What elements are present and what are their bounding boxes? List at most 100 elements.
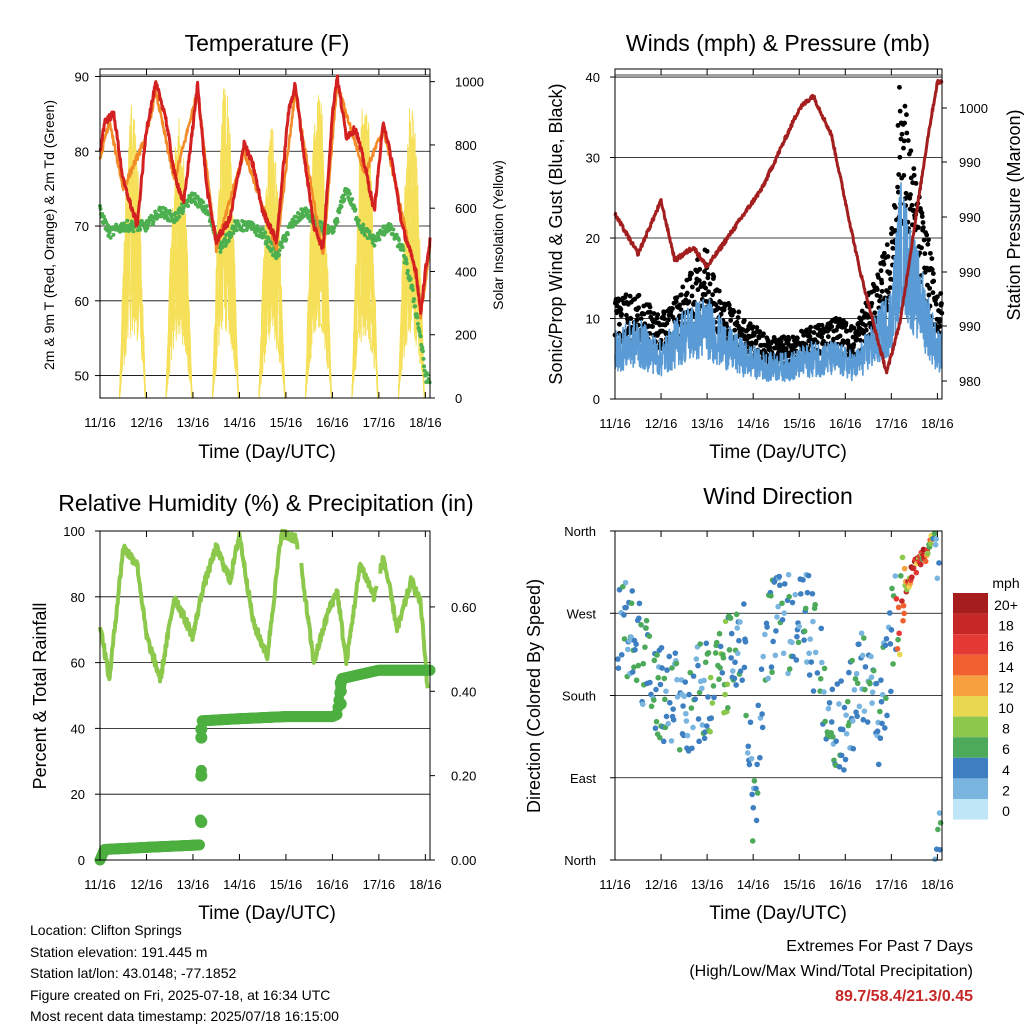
direction-dot — [737, 619, 743, 625]
gust-dot — [702, 269, 707, 274]
y-tick-label: 70 — [75, 219, 89, 234]
direction-dot — [725, 705, 731, 711]
gust-dot — [636, 305, 641, 311]
dewpoint-dot — [420, 349, 425, 354]
x-tick-label: 13/16 — [177, 415, 210, 430]
direction-dot — [934, 575, 941, 582]
direction-dot — [841, 767, 847, 773]
direction-dot — [651, 657, 658, 664]
direction-dot — [779, 600, 785, 607]
y2-tick-label: 990 — [959, 155, 981, 170]
y2-tick-label: 600 — [455, 201, 477, 216]
dewpoint-dot — [353, 207, 358, 212]
direction-dot — [862, 686, 868, 693]
gust-dot — [695, 287, 701, 293]
direction-dot — [640, 660, 647, 667]
direction-dot — [812, 601, 818, 608]
legend-swatch — [953, 757, 988, 779]
direction-dot — [805, 572, 812, 579]
direction-dot — [741, 601, 747, 607]
direction-dot — [709, 700, 716, 706]
gust-dot — [916, 225, 922, 230]
y2-tick-label: 400 — [455, 264, 477, 279]
y2-tick-label: 990 — [959, 210, 981, 225]
gust-dot — [854, 336, 860, 342]
direction-dot — [732, 659, 738, 666]
gust-dot — [877, 298, 882, 304]
direction-dot — [839, 726, 846, 733]
y2-tick-label: 990 — [959, 265, 981, 280]
direction-dot — [728, 630, 735, 637]
dewpoint-dot — [279, 240, 284, 245]
station-info: Location: Clifton Springs Station elevat… — [30, 920, 339, 1028]
dewpoint-dot — [420, 345, 425, 350]
gust-dot — [919, 245, 924, 251]
gust-dot — [905, 138, 911, 143]
direction-dot — [896, 651, 903, 658]
gust-dot — [615, 296, 621, 302]
direction-dot — [892, 573, 899, 579]
direction-dot — [684, 732, 691, 739]
y2-tick-label: 1000 — [959, 101, 988, 116]
direction-dot — [867, 680, 873, 687]
legend-swatch — [953, 696, 988, 717]
dewpoint-dot — [382, 232, 387, 237]
x-tick-label: 15/16 — [783, 416, 816, 431]
y-tick-label: 10 — [586, 312, 600, 327]
dewpoint-dot — [421, 356, 426, 361]
gust-dot — [851, 325, 857, 331]
gust-dot — [897, 84, 902, 90]
gust-dot — [851, 342, 857, 347]
temperature-panel: Temperature (F) 50 60 70 80 90 0 200 400 600 800 1… — [41, 30, 506, 463]
direction-dot — [860, 716, 867, 723]
direction-dot — [659, 665, 665, 671]
direction-dot — [665, 720, 671, 727]
direction-dot — [875, 761, 882, 768]
gust-dot — [899, 131, 905, 137]
direction-dot — [878, 698, 885, 705]
dewpoint-dot — [269, 249, 274, 254]
y-tick-label: 80 — [75, 144, 89, 159]
extremes-heading: Extremes For Past 7 Days — [786, 938, 973, 955]
direction-dot — [913, 569, 920, 576]
dewpoint-dot — [337, 210, 342, 215]
dewpoint-dot — [381, 224, 386, 229]
gust-dot — [761, 331, 766, 337]
direction-dot — [933, 536, 939, 542]
gust-dot — [678, 292, 684, 298]
gust-dot — [650, 324, 655, 329]
y-tick-label: 20 — [586, 231, 600, 246]
direction-dot — [794, 633, 800, 640]
direction-dot — [925, 550, 931, 557]
direction-dot — [789, 639, 795, 646]
direction-dot — [697, 641, 704, 647]
gust-dot — [808, 324, 814, 330]
gust-dot — [655, 312, 661, 318]
direction-dot — [633, 677, 640, 684]
gust-dot — [734, 319, 740, 325]
direction-dot — [829, 686, 836, 693]
gust-dot — [726, 302, 732, 308]
direction-dot — [856, 703, 863, 710]
gust-dot — [718, 300, 724, 306]
direction-dot — [838, 752, 845, 759]
gust-dot — [937, 323, 943, 329]
direction-dot — [854, 713, 860, 720]
dewpoint-dot — [335, 219, 340, 224]
dewpoint-dot — [410, 287, 415, 292]
direction-dot — [680, 703, 686, 709]
gust-dot — [721, 307, 727, 313]
direction-dot — [772, 652, 779, 659]
dewpoint-dot — [305, 212, 310, 217]
solar-trace — [397, 137, 425, 399]
dewpoint-dot — [181, 205, 186, 210]
gust-dot — [927, 285, 933, 291]
direction-dot — [699, 685, 705, 692]
direction-dot — [810, 618, 816, 625]
gust-dot — [863, 323, 868, 328]
gust-dot — [845, 341, 851, 347]
direction-dot — [636, 615, 642, 622]
direction-dot — [769, 669, 775, 676]
gust-dot — [647, 309, 653, 315]
dewpoint-dot — [105, 223, 110, 228]
